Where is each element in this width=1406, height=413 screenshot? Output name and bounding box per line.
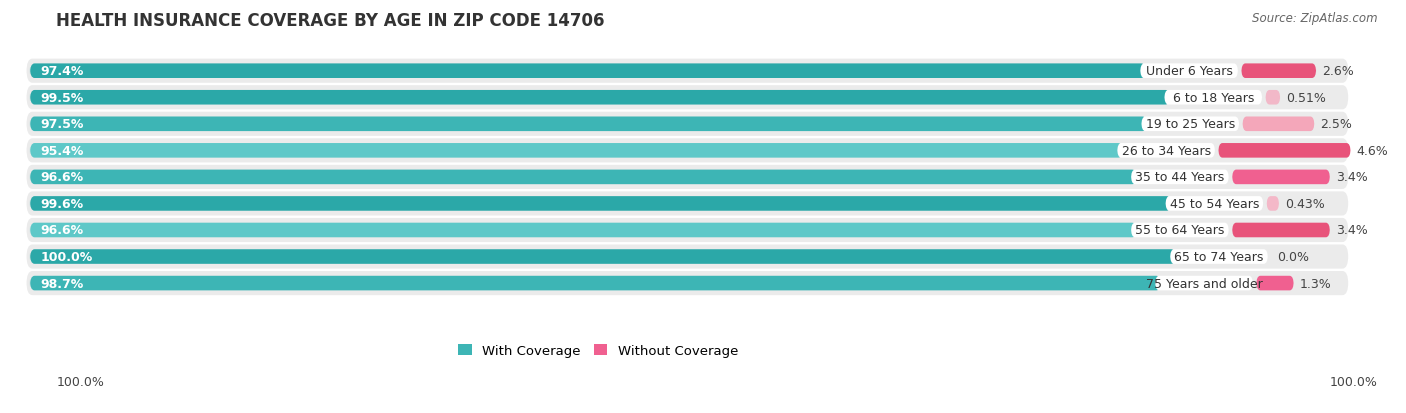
FancyBboxPatch shape [1232,223,1330,238]
Text: Under 6 Years: Under 6 Years [1146,65,1233,78]
Text: 55 to 64 Years: 55 to 64 Years [1135,224,1225,237]
FancyBboxPatch shape [1257,276,1294,291]
FancyBboxPatch shape [30,117,1147,132]
FancyBboxPatch shape [27,112,1348,137]
Text: 26 to 34 Years: 26 to 34 Years [1122,145,1211,157]
FancyBboxPatch shape [1140,64,1237,79]
Text: 97.5%: 97.5% [41,118,84,131]
FancyBboxPatch shape [27,139,1348,163]
Text: 98.7%: 98.7% [41,277,83,290]
FancyBboxPatch shape [30,197,1171,211]
FancyBboxPatch shape [30,223,1137,238]
FancyBboxPatch shape [1118,144,1215,158]
FancyBboxPatch shape [27,192,1348,216]
Text: 2.5%: 2.5% [1320,118,1353,131]
Text: 100.0%: 100.0% [56,375,104,388]
FancyBboxPatch shape [1130,223,1229,238]
FancyBboxPatch shape [1243,117,1315,132]
FancyBboxPatch shape [27,271,1348,295]
FancyBboxPatch shape [30,91,1170,105]
Text: 19 to 25 Years: 19 to 25 Years [1146,118,1234,131]
FancyBboxPatch shape [1232,170,1330,185]
FancyBboxPatch shape [1267,197,1279,211]
FancyBboxPatch shape [1241,64,1316,79]
Text: 100.0%: 100.0% [1330,375,1378,388]
Text: 2.6%: 2.6% [1322,65,1354,78]
Text: 100.0%: 100.0% [41,250,93,263]
Text: 75 Years and older: 75 Years and older [1146,277,1263,290]
Text: 1.3%: 1.3% [1299,277,1331,290]
FancyBboxPatch shape [1166,197,1263,211]
Text: 99.5%: 99.5% [41,92,83,104]
FancyBboxPatch shape [1219,144,1351,158]
FancyBboxPatch shape [30,276,1161,291]
Text: HEALTH INSURANCE COVERAGE BY AGE IN ZIP CODE 14706: HEALTH INSURANCE COVERAGE BY AGE IN ZIP … [56,12,605,30]
Text: 97.4%: 97.4% [41,65,84,78]
FancyBboxPatch shape [1156,276,1253,291]
FancyBboxPatch shape [1265,91,1281,105]
Text: 3.4%: 3.4% [1336,171,1368,184]
Text: 45 to 54 Years: 45 to 54 Years [1170,197,1258,211]
Text: 96.6%: 96.6% [41,171,83,184]
Text: 6 to 18 Years: 6 to 18 Years [1173,92,1254,104]
FancyBboxPatch shape [30,64,1146,79]
FancyBboxPatch shape [30,249,1175,264]
Text: 0.43%: 0.43% [1285,197,1324,211]
Legend: With Coverage, Without Coverage: With Coverage, Without Coverage [453,339,744,363]
FancyBboxPatch shape [27,59,1348,83]
FancyBboxPatch shape [27,86,1348,110]
Text: 95.4%: 95.4% [41,145,84,157]
FancyBboxPatch shape [1130,170,1229,185]
FancyBboxPatch shape [1164,91,1263,105]
FancyBboxPatch shape [27,218,1348,242]
Text: 65 to 74 Years: 65 to 74 Years [1174,250,1264,263]
Text: 0.0%: 0.0% [1277,250,1309,263]
FancyBboxPatch shape [27,166,1348,190]
Text: 96.6%: 96.6% [41,224,83,237]
Text: Source: ZipAtlas.com: Source: ZipAtlas.com [1253,12,1378,25]
FancyBboxPatch shape [30,170,1137,185]
Text: 35 to 44 Years: 35 to 44 Years [1135,171,1225,184]
Text: 3.4%: 3.4% [1336,224,1368,237]
Text: 99.6%: 99.6% [41,197,83,211]
FancyBboxPatch shape [1170,249,1268,264]
FancyBboxPatch shape [30,144,1123,158]
FancyBboxPatch shape [1142,117,1239,132]
FancyBboxPatch shape [27,245,1348,269]
Text: 4.6%: 4.6% [1357,145,1388,157]
Text: 0.51%: 0.51% [1286,92,1326,104]
